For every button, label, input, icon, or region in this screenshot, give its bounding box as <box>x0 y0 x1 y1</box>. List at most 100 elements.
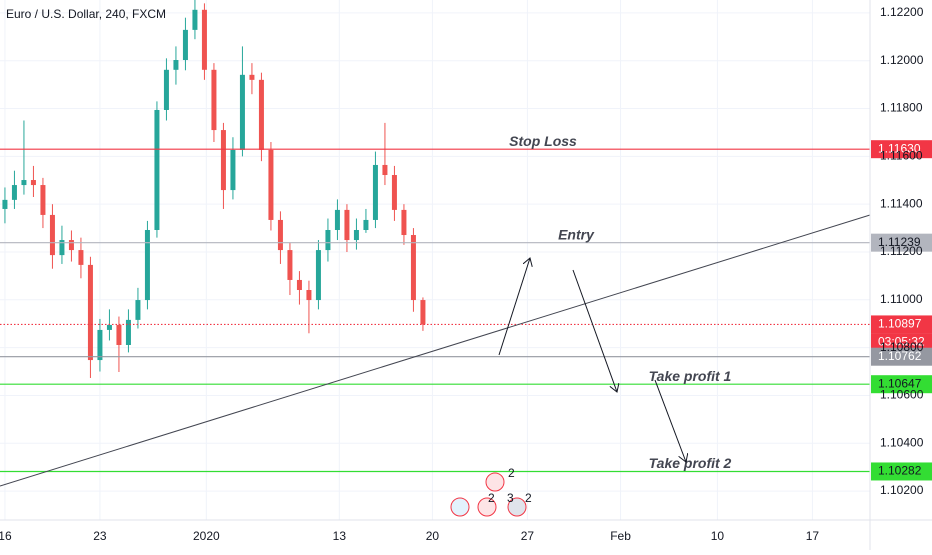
candle-body <box>230 149 236 191</box>
y-tick-label: 1.10400 <box>880 435 924 449</box>
price-label: 1.11239 <box>878 235 921 249</box>
grid <box>0 0 870 520</box>
price-label: 1.10282 <box>878 464 922 478</box>
level-name: Take profit 1 <box>649 368 732 384</box>
price-box <box>871 347 932 366</box>
candle-body <box>40 185 46 215</box>
y-tick-label: 1.10600 <box>880 388 924 402</box>
candle-body <box>268 149 274 220</box>
candle-body <box>30 180 36 186</box>
event-badge: 2 <box>508 466 515 480</box>
candle-body <box>173 60 179 70</box>
y-tick-label: 1.11400 <box>880 196 923 210</box>
chart-title: Euro / U.S. Dollar, 240, FXCM <box>6 7 166 21</box>
candle-body <box>144 229 150 301</box>
candle-body <box>125 319 131 345</box>
candle-body <box>201 9 207 70</box>
candle-body <box>353 229 359 241</box>
event-badge: 3 <box>507 491 514 505</box>
candle-body <box>97 329 103 361</box>
candles <box>2 0 426 378</box>
axes: 1.10200 1.10400 1.10600 1.10800 1.11000 1.112… <box>0 5 924 543</box>
candle-body <box>334 209 340 230</box>
candle-body <box>192 9 198 30</box>
candle-body <box>277 219 283 251</box>
price-box <box>871 462 932 481</box>
arrow <box>498 258 530 356</box>
arrow <box>572 269 617 392</box>
level-name: Stop Loss <box>509 133 577 149</box>
y-tick-label: 1.11000 <box>880 292 923 306</box>
candle-body <box>382 164 388 176</box>
candle-body <box>372 164 378 220</box>
trend-line <box>0 214 871 487</box>
event-badge: 2 <box>488 491 495 505</box>
x-tick-label: 2020 <box>193 529 220 543</box>
event-badge: 2 <box>525 491 532 505</box>
levels: Stop Loss 1.11630 Entry 1.11239 1.10897 03:05… <box>0 133 932 481</box>
price-label: 1.10647 <box>878 376 922 390</box>
candle-body <box>154 109 160 230</box>
candle-body <box>11 185 17 200</box>
countdown: 03:05:32 <box>878 335 925 349</box>
candle-body <box>325 229 331 251</box>
y-tick-label: 1.11600 <box>880 149 923 163</box>
candle-body <box>211 69 217 131</box>
countdown-box <box>871 333 932 352</box>
y-tick-label: 1.12200 <box>880 5 924 19</box>
x-tick-label: 16 <box>0 529 12 543</box>
candle-body <box>410 235 416 301</box>
candle-body <box>249 74 255 80</box>
event-icon[interactable] <box>485 472 505 492</box>
x-tick-label: 10 <box>711 529 725 543</box>
candle-body <box>68 240 74 251</box>
candle-body <box>78 250 84 265</box>
candle-body <box>220 130 226 191</box>
candle-body <box>315 250 321 301</box>
y-tick-label: 1.10200 <box>880 483 924 497</box>
x-tick-label: 27 <box>521 529 535 543</box>
level-name: Take profit 2 <box>649 455 732 471</box>
event-icon[interactable] <box>477 497 497 517</box>
candle-body <box>87 264 93 361</box>
y-tick-label: 1.12000 <box>880 53 924 67</box>
candle-body <box>182 29 188 61</box>
x-tick-label: 13 <box>333 529 347 543</box>
candle-body <box>391 175 397 210</box>
arrow <box>654 379 686 462</box>
price-label: 1.10897 <box>878 317 922 331</box>
price-box <box>871 233 932 252</box>
candle-body <box>59 240 65 256</box>
price-box <box>871 140 932 159</box>
y-tick-label: 1.10800 <box>880 340 924 354</box>
candle-body <box>163 69 169 110</box>
candle-body <box>401 209 407 236</box>
candle-body <box>135 300 141 320</box>
candle-body <box>296 279 302 291</box>
candle-body <box>363 219 369 230</box>
candle-body <box>344 209 350 241</box>
candle-body <box>306 290 312 301</box>
price-box <box>871 315 932 334</box>
candle-body <box>258 79 264 150</box>
candle-body <box>49 214 55 256</box>
x-tick-label: 20 <box>426 529 440 543</box>
x-tick-label: Feb <box>610 529 631 543</box>
y-tick-label: 1.11200 <box>880 244 923 258</box>
y-tick-label: 1.11800 <box>880 101 923 115</box>
x-tick-label: 17 <box>806 529 820 543</box>
price-label: 1.10762 <box>878 349 922 363</box>
x-tick-label: 23 <box>93 529 107 543</box>
candle-body <box>2 199 8 209</box>
price-box <box>871 375 932 394</box>
candle-body <box>287 250 293 280</box>
candle-body <box>116 324 122 345</box>
candle-body <box>21 180 27 186</box>
candle-body <box>420 300 426 325</box>
event-icon[interactable] <box>507 497 527 517</box>
level-name: Entry <box>558 226 595 242</box>
event-icon[interactable] <box>450 497 470 517</box>
candle-body <box>106 324 112 330</box>
